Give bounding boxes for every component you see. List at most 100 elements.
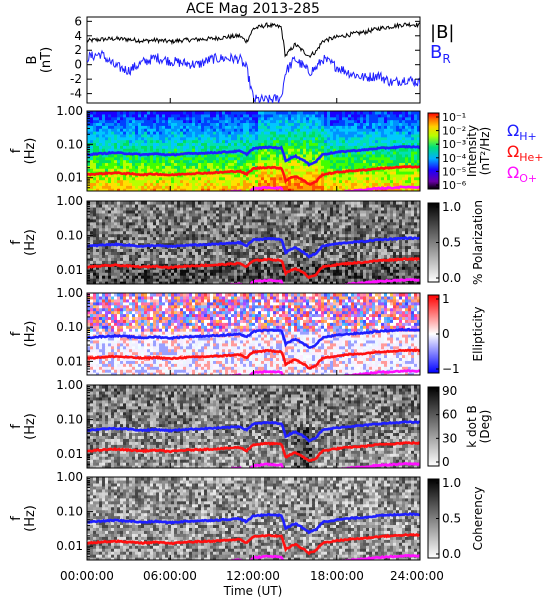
polarization-cell	[99, 248, 103, 252]
polarization-cell	[399, 248, 403, 252]
intensity-cell	[207, 162, 211, 166]
polarization-cell	[204, 278, 208, 282]
intensity-cell	[162, 162, 166, 166]
polarization-cell	[312, 278, 316, 282]
intensity-cell	[372, 179, 376, 184]
intensity-cell	[108, 111, 112, 115]
polarization-cell	[156, 254, 160, 258]
intensity-cell	[159, 176, 163, 181]
intensity-cell	[309, 131, 313, 135]
polarization-cell	[264, 263, 268, 267]
polarization-cell	[414, 263, 418, 267]
intensity-cell	[324, 188, 328, 191]
intensity-cell	[102, 165, 106, 169]
intensity-cell	[369, 111, 373, 115]
intensity-cell	[264, 188, 268, 191]
polarization-cell	[153, 248, 157, 252]
polarization-cell	[300, 266, 304, 270]
intensity-cell	[264, 162, 268, 166]
intensity-cell	[102, 133, 106, 138]
intensity-cell	[327, 145, 331, 149]
polarization-cell	[249, 248, 253, 252]
intensity-cell	[192, 156, 196, 161]
polarization-cell	[372, 242, 376, 247]
intensity-cell	[234, 122, 238, 126]
polarization-cell	[129, 272, 133, 276]
polarization-cell	[270, 266, 274, 270]
intensity-cell	[201, 185, 205, 189]
intensity-cell	[270, 116, 274, 121]
polarization-cell	[165, 254, 169, 258]
polarization-cell	[381, 275, 385, 279]
intensity-cell	[141, 142, 145, 146]
polarization-cell	[255, 248, 259, 252]
intensity-cell	[117, 173, 121, 178]
polarization-cell	[141, 242, 145, 247]
intensity-cell	[204, 156, 208, 161]
polarization-cell	[354, 281, 358, 284]
intensity-cell	[234, 182, 238, 186]
polarization-cell	[306, 242, 310, 247]
polarization-cell	[234, 248, 238, 252]
polarization-cell	[156, 245, 160, 250]
intensity-cell	[327, 188, 331, 191]
polarization-cell	[378, 263, 382, 267]
intensity-cell	[297, 125, 301, 129]
intensity-cell	[318, 125, 322, 129]
intensity-cell	[339, 168, 343, 172]
polarization-cell	[186, 260, 190, 264]
polarization-cell	[222, 272, 226, 276]
intensity-cell	[402, 162, 406, 166]
intensity-cell	[153, 185, 157, 189]
intensity-cell	[345, 153, 349, 158]
intensity-cell	[105, 176, 109, 181]
intensity-cell	[249, 122, 253, 126]
intensity-cell	[189, 176, 193, 181]
intensity-cell	[231, 122, 235, 126]
intensity-cell	[390, 113, 394, 118]
intensity-cell	[174, 122, 178, 126]
intensity-cell	[357, 131, 361, 135]
intensity-cell	[237, 156, 241, 161]
intensity-cell	[180, 159, 184, 164]
intensity-cell	[228, 156, 232, 161]
intensity-cell	[138, 179, 142, 184]
intensity-cell	[246, 173, 250, 178]
intensity-cell	[129, 111, 133, 115]
intensity-cell	[390, 162, 394, 166]
polarization-cell	[276, 275, 280, 279]
intensity-cell	[393, 162, 397, 166]
polarization-cell	[387, 254, 391, 258]
intensity-cell	[198, 119, 202, 124]
intensity-cell	[153, 188, 157, 191]
intensity-cell	[231, 128, 235, 132]
polarization-cell	[411, 260, 415, 264]
intensity-cell	[222, 125, 226, 129]
polarization-cell	[159, 269, 163, 273]
intensity-cell	[138, 159, 142, 164]
polarization-cell	[201, 251, 205, 255]
intensity-cell	[174, 142, 178, 146]
polarization-cell	[318, 251, 322, 255]
intensity-cell	[198, 185, 202, 189]
intensity-cell	[123, 125, 127, 129]
intensity-cell	[402, 173, 406, 178]
intensity-cell	[162, 171, 166, 175]
intensity-cell	[228, 131, 232, 135]
polarization-cell	[354, 254, 358, 258]
intensity-cell	[324, 159, 328, 164]
intensity-cell	[300, 185, 304, 189]
intensity-cell	[375, 159, 379, 164]
intensity-cell	[255, 125, 259, 129]
intensity-cell	[246, 153, 250, 158]
polarization-cell	[213, 275, 217, 279]
intensity-cell	[303, 171, 307, 175]
intensity-cell	[237, 153, 241, 158]
intensity-cell	[408, 119, 412, 124]
polarization-cell	[159, 263, 163, 267]
polarization-cell	[345, 278, 349, 282]
intensity-cell	[135, 176, 139, 181]
polarization-cell	[150, 278, 154, 282]
polarization-cell	[387, 275, 391, 279]
polarization-cell	[345, 266, 349, 270]
